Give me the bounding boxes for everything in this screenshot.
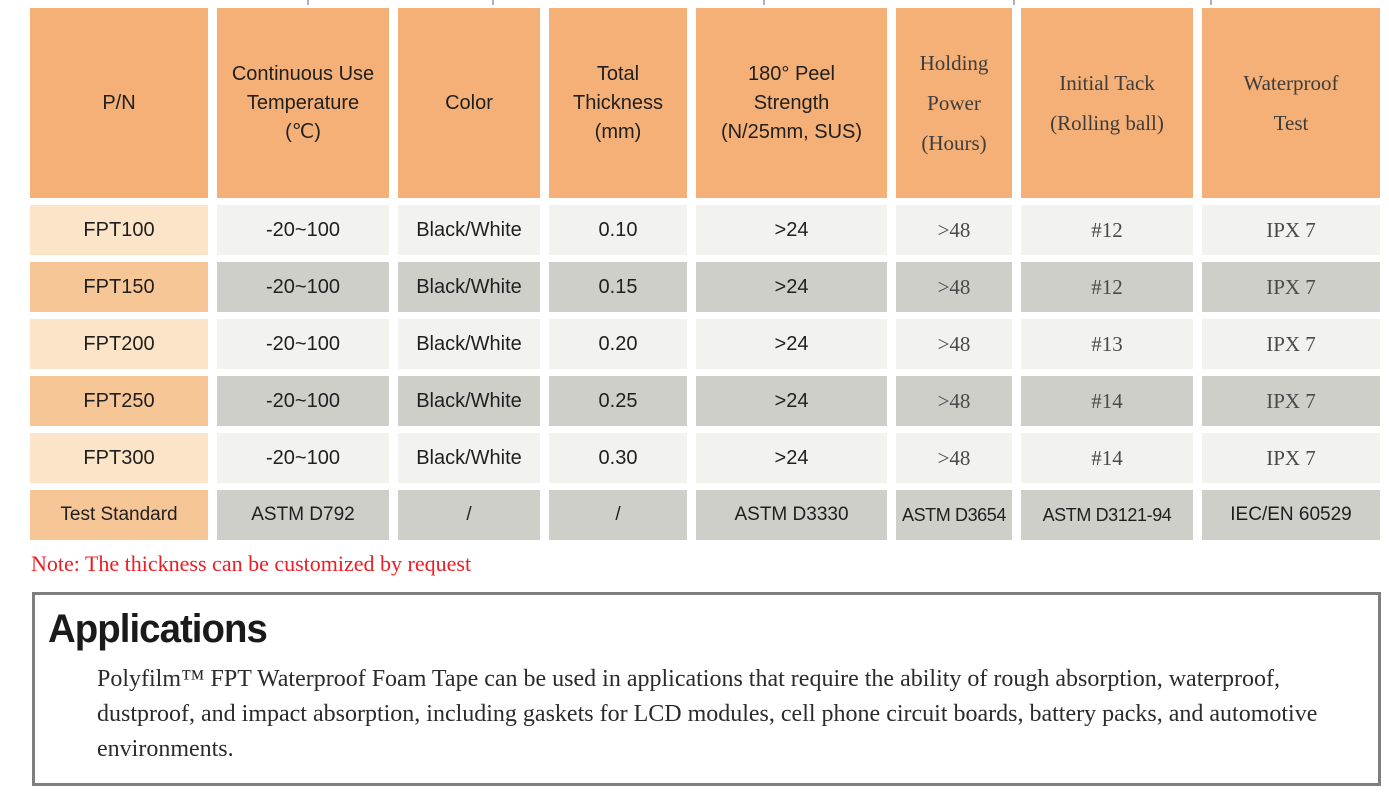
header-line: Thickness [572, 91, 664, 114]
cell-holding-power: >48 [896, 376, 1012, 426]
cell-initial-tack: #14 [1021, 433, 1193, 483]
cell-color: Black/White [398, 376, 540, 426]
cell-holding-power: >48 [896, 433, 1012, 483]
cell-waterproof-test: IPX 7 [1202, 319, 1380, 369]
applications-body: Polyfilm™ FPT Waterproof Foam Tape can b… [97, 666, 1318, 762]
cell-peel-strength: ASTM D3330 [696, 490, 887, 540]
column-header-peel-strength: 180° Peel Strength (N/25mm, SUS) [696, 8, 887, 198]
cell-pn: FPT100 [30, 205, 208, 255]
cell-color: Black/White [398, 205, 540, 255]
cell-pn: FPT150 [30, 262, 208, 312]
cell-peel-strength: >24 [696, 205, 887, 255]
artifact-tick [307, 0, 309, 5]
header-line: Waterproof [1243, 71, 1339, 95]
column-header-color: Color [398, 8, 540, 198]
header-line: (Rolling ball) [1050, 111, 1164, 135]
cell-initial-tack: ASTM D3121-94 [1021, 490, 1193, 540]
cell-pn: Test Standard [30, 490, 208, 540]
cell-temperature: -20~100 [217, 319, 389, 369]
header-line: Initial Tack [1059, 71, 1155, 95]
column-header-temperature: Continuous Use Temperature (℃) [217, 8, 389, 198]
artifact-tick [1210, 0, 1212, 5]
cell-waterproof-test: IEC/EN 60529 [1202, 490, 1380, 540]
column-header-pn: P/N [30, 8, 208, 198]
header-line: (Hours) [921, 131, 987, 155]
cell-peel-strength: >24 [696, 262, 887, 312]
artifact-tick [492, 0, 494, 5]
header-line: (℃) [285, 120, 321, 143]
header-line: 180° Peel [748, 62, 835, 85]
applications-section: Applications Polyfilm™ FPT Waterproof Fo… [32, 592, 1381, 786]
header-line: Strength [753, 91, 830, 114]
cell-initial-tack: #12 [1021, 205, 1193, 255]
header-line: (N/25mm, SUS) [720, 120, 863, 143]
cell-waterproof-test: IPX 7 [1202, 433, 1380, 483]
cell-temperature: -20~100 [217, 205, 389, 255]
cell-initial-tack: #13 [1021, 319, 1193, 369]
cell-pn: FPT300 [30, 433, 208, 483]
header-line: Temperature [246, 91, 360, 114]
cell-holding-power: ASTM D3654 [896, 490, 1012, 540]
spec-table: P/N Continuous Use Temperature (℃) Color… [30, 8, 1380, 540]
header-line: Holding [919, 51, 989, 75]
cell-thickness: 0.15 [549, 262, 687, 312]
header-line: Power [927, 91, 981, 115]
cell-holding-power: >48 [896, 319, 1012, 369]
cell-holding-power: >48 [896, 262, 1012, 312]
cell-waterproof-test: IPX 7 [1202, 205, 1380, 255]
cell-color: Black/White [398, 319, 540, 369]
cell-temperature: -20~100 [217, 262, 389, 312]
column-header-holding-power: Holding Power (Hours) [896, 8, 1012, 198]
header-line: (mm) [594, 120, 642, 143]
cell-waterproof-test: IPX 7 [1202, 376, 1380, 426]
cell-color: / [398, 490, 540, 540]
cell-temperature: -20~100 [217, 376, 389, 426]
artifact-tick [763, 0, 765, 5]
cell-holding-power: >48 [896, 205, 1012, 255]
header-line: Continuous Use [231, 62, 375, 85]
applications-title: Applications [48, 607, 268, 651]
cell-initial-tack: #12 [1021, 262, 1193, 312]
cell-color: Black/White [398, 262, 540, 312]
cell-thickness: / [549, 490, 687, 540]
header-line: Color [445, 91, 493, 114]
cell-temperature: -20~100 [217, 433, 389, 483]
header-line: Total [596, 62, 640, 85]
cell-thickness: 0.10 [549, 205, 687, 255]
cell-thickness: 0.30 [549, 433, 687, 483]
cell-color: Black/White [398, 433, 540, 483]
cell-peel-strength: >24 [696, 433, 887, 483]
cell-pn: FPT250 [30, 376, 208, 426]
cell-thickness: 0.20 [549, 319, 687, 369]
column-header-initial-tack: Initial Tack (Rolling ball) [1021, 8, 1193, 198]
cell-temperature: ASTM D792 [217, 490, 389, 540]
header-line: P/N [102, 91, 136, 114]
cell-waterproof-test: IPX 7 [1202, 262, 1380, 312]
column-header-waterproof-test: Waterproof Test [1202, 8, 1380, 198]
header-line: Test [1273, 111, 1309, 135]
artifact-tick [1013, 0, 1015, 5]
cell-thickness: 0.25 [549, 376, 687, 426]
cell-peel-strength: >24 [696, 376, 887, 426]
note-text: Note: The thickness can be customized by… [31, 551, 472, 576]
cell-peel-strength: >24 [696, 319, 887, 369]
cell-pn: FPT200 [30, 319, 208, 369]
column-header-thickness: Total Thickness (mm) [549, 8, 687, 198]
cell-initial-tack: #14 [1021, 376, 1193, 426]
